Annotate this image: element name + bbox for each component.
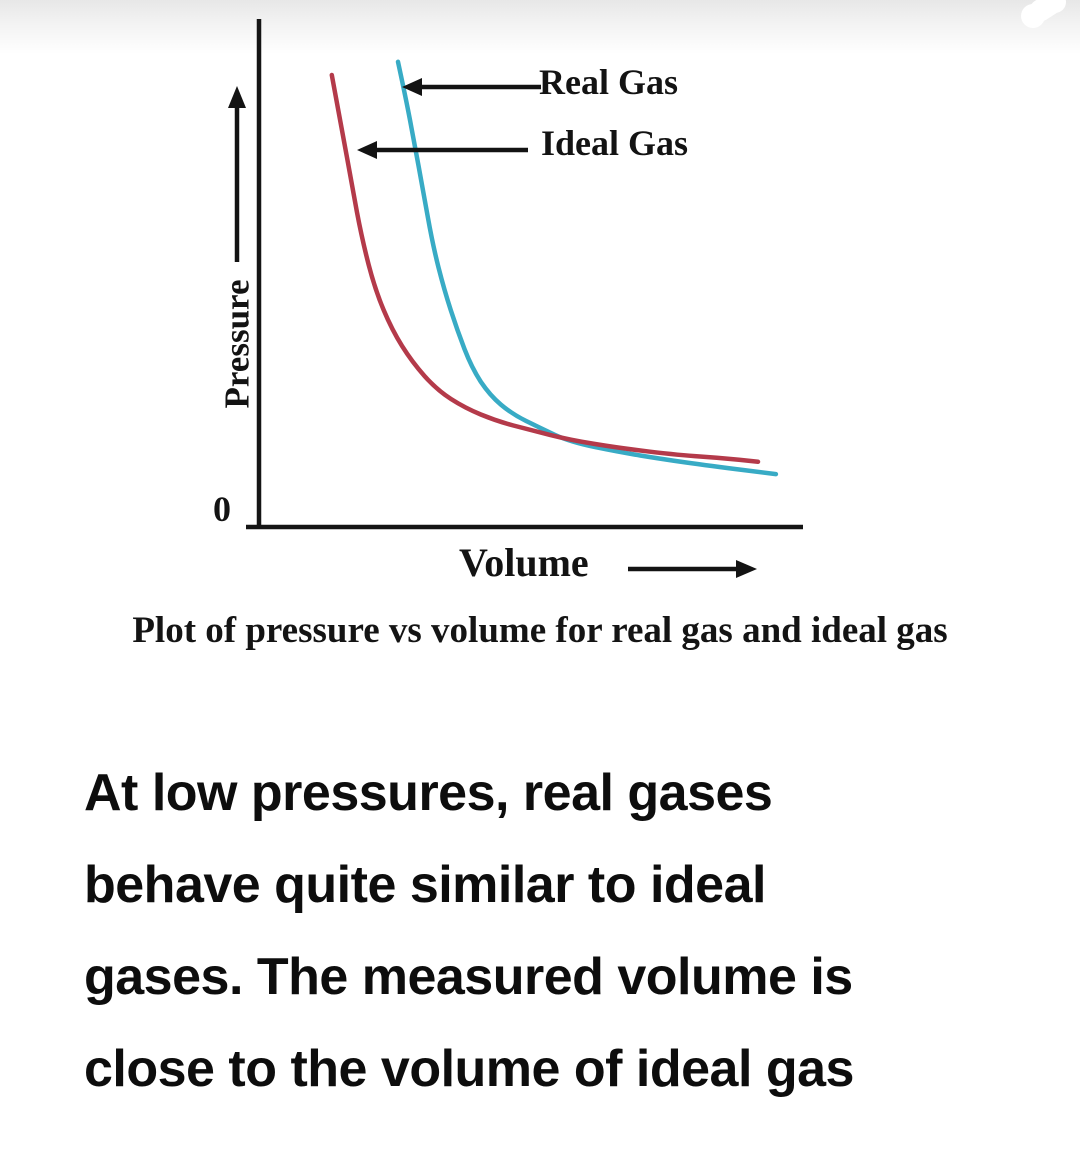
- body-paragraph: At low pressures, real gases behave quit…: [84, 747, 1044, 1115]
- ideal-gas-label: Ideal Gas: [541, 123, 689, 163]
- pv-plot: [228, 19, 803, 578]
- pressure-axis-arrow: [228, 86, 246, 262]
- y-axis-label: Pressure: [217, 279, 257, 409]
- figure-caption: Plot of pressure vs volume for real gas …: [132, 610, 948, 651]
- real-gas-arrow: [402, 78, 541, 96]
- x-axis-label: Volume: [459, 540, 589, 585]
- screen-glare-mark: [1021, 0, 1066, 28]
- real-gas-label: Real Gas: [539, 62, 678, 102]
- body-line: At low pressures, real gases: [84, 764, 773, 822]
- body-line: gases. The measured volume is: [84, 948, 853, 1006]
- body-line: behave quite similar to ideal: [84, 856, 766, 914]
- real-gas-curve: [395, 59, 779, 477]
- ideal-gas-arrow: [357, 141, 528, 159]
- ideal-gas-curve: [329, 72, 761, 465]
- volume-axis-arrow: [628, 560, 757, 578]
- origin-tick-label: 0: [213, 489, 231, 529]
- body-line: close to the volume of ideal gas: [84, 1040, 854, 1098]
